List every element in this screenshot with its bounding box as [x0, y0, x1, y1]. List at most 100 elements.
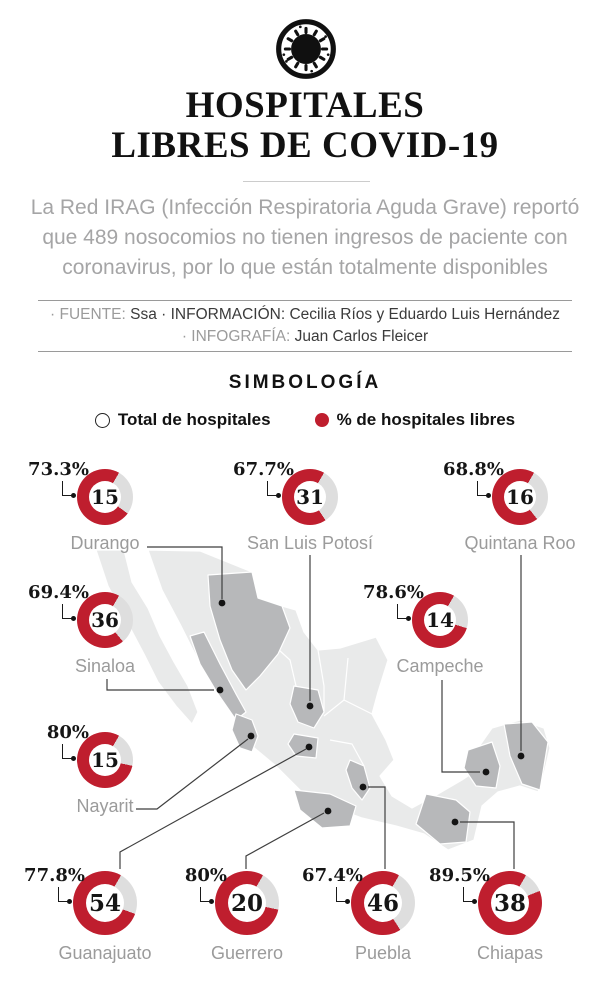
percent-free-label: 80% [184, 865, 227, 886]
percent-leader-elbow [62, 604, 72, 619]
percent-leader-elbow [62, 744, 72, 759]
percent-leader-dot [70, 615, 76, 621]
map-dot-nayarit [247, 732, 255, 740]
map-dot-durango [218, 599, 226, 607]
donut-chart-guerrero: 20 [215, 871, 279, 935]
map-dot-sinaloa [216, 686, 224, 694]
donut-chart-campeche: 14 [412, 592, 468, 648]
percent-free-label: 80% [46, 722, 89, 743]
state-name-label: San Luis Potosí [246, 533, 374, 553]
leader-line-puebla [368, 786, 386, 869]
legend-free-label: % de hospitales libres [336, 410, 516, 429]
title-line-2: LIBRES DE COVID-19 [111, 125, 499, 166]
total-hospitals-value: 36 [91, 608, 119, 632]
percent-free-label: 67.7% [233, 459, 294, 480]
percent-leader-dot [485, 492, 491, 498]
map-state-sinaloa [189, 631, 247, 721]
legend-total-label: Total de hospitales [117, 410, 271, 429]
state-name-label: Chiapas [476, 943, 544, 963]
donut-chart-sinaloa: 36 [77, 592, 133, 648]
map-dot-chiapas [451, 818, 459, 826]
map-state-san-luis-potosi [289, 685, 325, 729]
total-hospitals-value: 15 [91, 748, 119, 772]
donut-hole: 14 [424, 604, 456, 636]
percent-free-label: 68.8% [443, 459, 504, 480]
percent-leader-dot [66, 898, 72, 904]
leader-line-guerrero [245, 812, 325, 869]
informacion-label: · INFORMACIÓN: [161, 306, 286, 323]
donut-chart-quintana-roo: 16 [492, 469, 548, 525]
percent-leader-dot [275, 492, 281, 498]
percent-free-label: 69.4% [28, 582, 89, 603]
page-title: HOSPITALES LIBRES DE COVID-19 [0, 86, 610, 166]
coronavirus-icon [276, 19, 336, 79]
legend-item-free: % de hospitales libres [314, 410, 516, 430]
state-name-label: Guanajuato [58, 943, 152, 963]
percent-leader-elbow [336, 887, 346, 902]
map-state-durango [207, 571, 291, 691]
state-name-label: Campeche [396, 656, 484, 676]
map-dot-guanajuato [305, 743, 313, 751]
map-dot-guerrero [324, 807, 332, 815]
red-dot-icon [314, 413, 329, 427]
donut-hole: 15 [89, 481, 121, 513]
donut-hole: 54 [86, 884, 124, 922]
leader-line-durango [147, 546, 223, 599]
infografia-value: Juan Carlos Fleicer [294, 328, 429, 345]
source-line-1: · FUENTE: Ssa · INFORMACIÓN: Cecilia Río… [0, 306, 610, 324]
map-state-puebla [345, 759, 371, 801]
percent-leader-dot [70, 492, 76, 498]
map-dot-campeche [482, 768, 490, 776]
total-hospitals-value: 46 [366, 889, 399, 917]
infografia-label: · INFOGRAFÍA: [181, 328, 291, 345]
percent-leader-elbow [62, 481, 72, 496]
source-line-2: · INFOGRAFÍA: Juan Carlos Fleicer [0, 328, 610, 346]
legend-item-total: Total de hospitales [94, 410, 271, 430]
informacion-value: Cecilia Ríos y Eduardo Luis Hernández [289, 306, 560, 323]
leader-line-chiapas [460, 821, 515, 869]
source-divider-bottom [38, 351, 572, 352]
percent-free-label: 78.6% [363, 582, 424, 603]
donut-chart-puebla: 46 [351, 871, 415, 935]
donut-hole: 16 [504, 481, 536, 513]
donut-chart-durango: 15 [77, 469, 133, 525]
map-state-quintana-roo [503, 721, 549, 791]
percent-free-label: 67.4% [302, 865, 363, 886]
legend-heading: SIMBOLOGÍA [228, 372, 382, 393]
legend: Total de hospitales % de hospitales libr… [0, 410, 610, 430]
outlined-circle-icon [94, 412, 110, 428]
percent-free-label: 77.8% [24, 865, 85, 886]
donut-hole: 46 [364, 884, 402, 922]
percent-leader-dot [70, 755, 76, 761]
fuente-label: · FUENTE: [50, 306, 126, 323]
percent-leader-elbow [463, 887, 473, 902]
map-state-chiapas [415, 793, 471, 845]
total-hospitals-value: 38 [493, 889, 526, 917]
total-hospitals-value: 14 [426, 608, 454, 632]
percent-leader-elbow [58, 887, 68, 902]
total-hospitals-value: 15 [91, 485, 119, 509]
title-line-1: HOSPITALES [185, 85, 425, 126]
donut-chart-nayarit: 15 [77, 732, 133, 788]
map-dot-puebla [359, 783, 367, 791]
donut-hole: 31 [294, 481, 326, 513]
map-state-guerrero [293, 789, 357, 829]
total-hospitals-value: 20 [230, 889, 263, 917]
map-dot-san-luis-potosi [306, 702, 314, 710]
map-dot-quintana-roo [517, 752, 525, 760]
state-name-label: Sinaloa [74, 656, 136, 676]
donut-chart-chiapas: 38 [478, 871, 542, 935]
map-state-nayarit [231, 713, 259, 753]
percent-leader-dot [405, 615, 411, 621]
percent-free-label: 73.3% [28, 459, 89, 480]
percent-leader-elbow [200, 887, 210, 902]
percent-leader-elbow [477, 481, 487, 496]
intro-text: La Red IRAG (Infección Respiratoria Agud… [30, 196, 580, 279]
total-hospitals-value: 16 [506, 485, 534, 509]
donut-hole: 20 [228, 884, 266, 922]
donut-chart-guanajuato: 54 [73, 871, 137, 935]
source-divider-top [38, 300, 572, 301]
donut-hole: 38 [491, 884, 529, 922]
map-state-guanajuato [287, 733, 319, 759]
